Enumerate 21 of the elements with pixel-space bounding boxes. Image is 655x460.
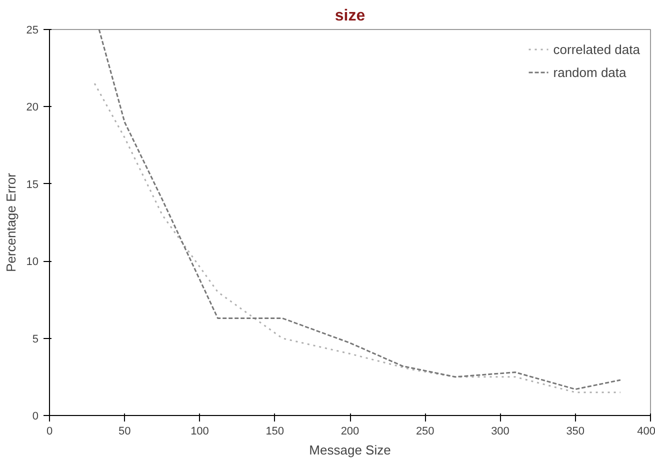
- y-tick-label: 20: [26, 102, 39, 114]
- y-tick-label: 5: [32, 333, 39, 346]
- legend-label: correlated data: [553, 42, 640, 56]
- y-axis-title: Percentage Error: [3, 172, 18, 272]
- y-tick-label: 15: [26, 178, 39, 191]
- x-tick-label: 200: [340, 426, 360, 438]
- x-tick-label: 400: [637, 426, 655, 438]
- x-tick-label: 100: [190, 426, 209, 438]
- legend-label: random data: [553, 64, 626, 80]
- x-tick-label: 0: [46, 426, 53, 438]
- x-tick-label: 50: [118, 426, 131, 438]
- x-tick-label: 300: [491, 426, 510, 438]
- y-tick-label: 25: [26, 24, 39, 36]
- x-tick-label: 250: [416, 426, 434, 438]
- y-tick-label: 0: [32, 410, 39, 422]
- line-series: [94, 82, 622, 394]
- y-tick-label: 10: [26, 256, 39, 268]
- chart-title: size: [334, 8, 366, 24]
- x-tick-label: 350: [566, 426, 585, 438]
- x-tick-label: 150: [266, 426, 284, 438]
- x-axis-title: Message Size: [309, 442, 391, 458]
